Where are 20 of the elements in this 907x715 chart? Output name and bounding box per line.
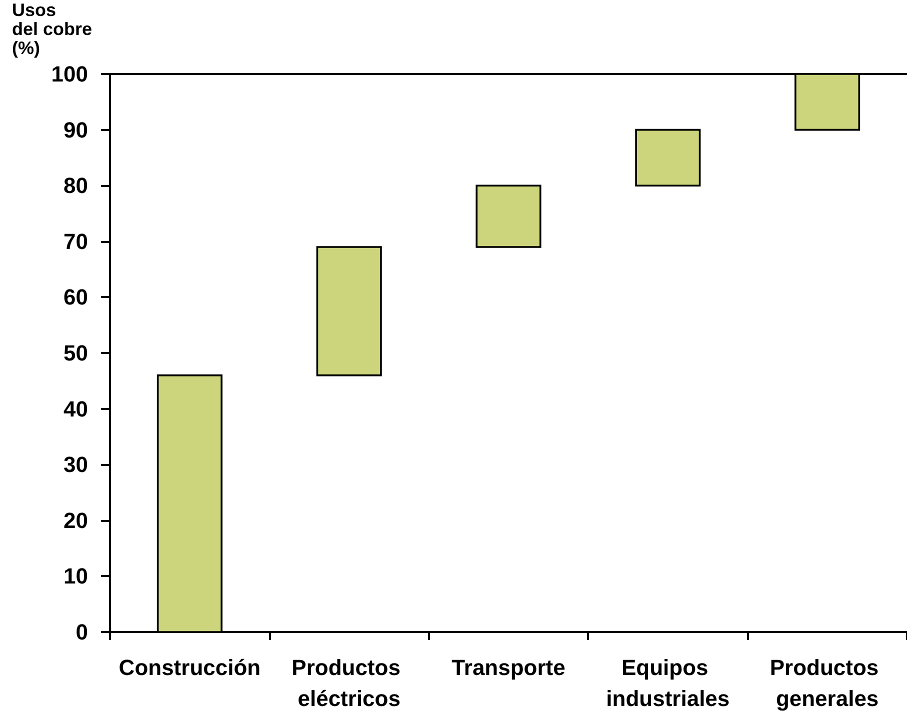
y-tick-label: 10 [64, 564, 88, 589]
y-tick-label: 70 [64, 228, 88, 254]
y-tick-label: 50 [64, 340, 88, 366]
x-tick-label: Productos generales [770, 655, 885, 711]
x-tick-label: Construcción [118, 655, 261, 680]
y-tick-label: 20 [64, 508, 88, 533]
y-tick-label: 30 [64, 452, 88, 478]
y-tick-label: 60 [64, 284, 88, 310]
bar [476, 184, 542, 248]
bar [316, 246, 382, 376]
y-tick-label: 90 [64, 117, 88, 142]
bar [635, 128, 701, 186]
x-tick-label: Equipos industriales [606, 655, 730, 711]
y-tick-label: 40 [64, 396, 88, 422]
y-tick-label: 0 [76, 620, 88, 644]
y-tick-label: 100 [51, 62, 88, 86]
x-tick-label: Productos eléctricos [292, 655, 407, 711]
y-tick-label: 80 [64, 173, 88, 198]
x-tick-label: Transporte [452, 655, 566, 680]
y-axis-title: Usos del cobre (%) [12, 0, 92, 58]
